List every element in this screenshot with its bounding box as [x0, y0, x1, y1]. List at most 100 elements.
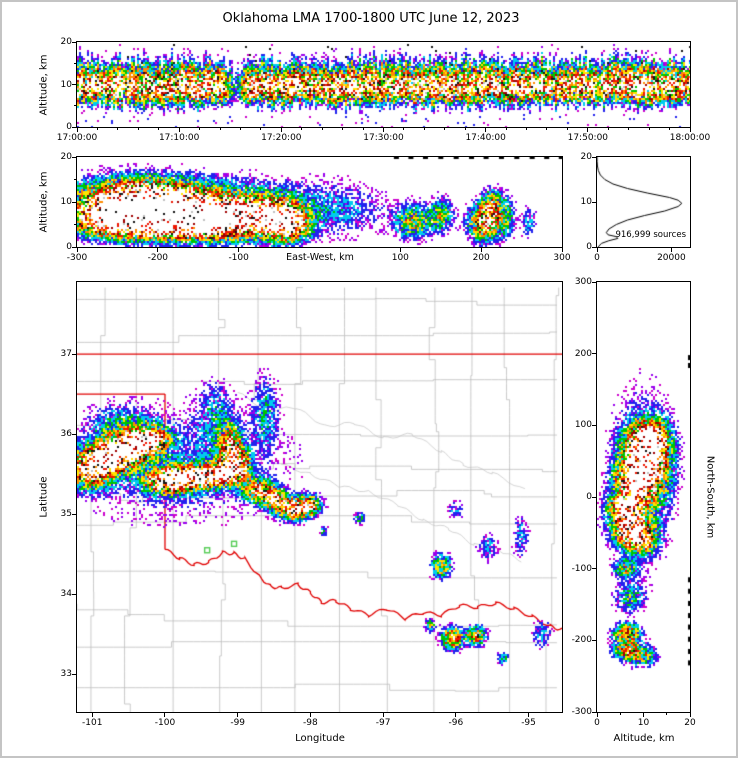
- tick-mark: [72, 246, 76, 248]
- tick-mark: [219, 128, 221, 130]
- tick-mark: [199, 128, 201, 130]
- tick-label: 0: [586, 492, 592, 502]
- tick-label: 20000: [657, 253, 686, 263]
- tick-mark: [592, 424, 596, 426]
- tick-mark: [72, 41, 76, 43]
- tick-mark: [137, 128, 139, 130]
- tick-mark: [643, 713, 644, 717]
- north-south-altitude-canvas: [597, 282, 690, 712]
- tick-label: 0: [594, 253, 600, 263]
- tick-label: 20: [60, 37, 72, 47]
- p4-x-axis-label: Altitude, km: [613, 733, 675, 744]
- tick-mark: [72, 593, 76, 595]
- tick-mark: [505, 128, 507, 130]
- tick-label: 18:00:00: [669, 133, 711, 143]
- tick-mark: [561, 248, 563, 252]
- tick-mark: [74, 179, 76, 180]
- tick-mark: [76, 248, 78, 252]
- tick-mark: [607, 128, 609, 130]
- tick-label: 10: [637, 718, 650, 728]
- tick-label: 20: [580, 152, 592, 162]
- tick-mark: [280, 128, 282, 132]
- tick-mark: [301, 128, 303, 130]
- tick-mark: [117, 128, 119, 130]
- tick-mark: [72, 201, 76, 203]
- tick-label: -300: [66, 253, 88, 263]
- tick-mark: [592, 568, 596, 570]
- tick-label: 33: [60, 669, 72, 680]
- tick-label: 17:40:00: [465, 133, 506, 143]
- tick-label: 17:30:00: [363, 133, 404, 143]
- tick-label: 0: [66, 242, 72, 252]
- tick-mark: [72, 353, 76, 355]
- tick-mark: [592, 711, 596, 713]
- tick-mark: [592, 353, 596, 355]
- tick-mark: [72, 84, 76, 85]
- tick-mark: [592, 246, 596, 248]
- map-x-axis-label: Longitude: [295, 733, 345, 744]
- tick-label: 0: [66, 122, 72, 132]
- tick-label: 200: [472, 253, 490, 263]
- plan-view-map-canvas: [77, 282, 562, 712]
- tick-label: 100: [391, 253, 409, 263]
- tick-label: 35: [60, 509, 72, 520]
- east-west-altitude-canvas: [77, 157, 562, 247]
- tick-mark: [74, 105, 76, 107]
- tick-mark: [382, 713, 384, 717]
- tick-label: 10: [580, 197, 592, 207]
- tick-mark: [383, 128, 384, 132]
- tick-mark: [164, 713, 166, 717]
- tick-label: -200: [147, 253, 169, 263]
- tick-label: -101: [82, 718, 103, 728]
- tick-mark: [592, 281, 596, 283]
- tick-label: -100: [571, 563, 592, 574]
- tick-mark: [566, 128, 568, 130]
- tick-mark: [72, 156, 76, 158]
- tick-mark: [689, 713, 691, 717]
- tick-mark: [403, 128, 405, 130]
- time-height-canvas: [77, 42, 690, 127]
- tick-label: 17:00:00: [56, 133, 98, 143]
- east-west-altitude-panel: [76, 156, 563, 248]
- tick-label: 0: [586, 242, 592, 252]
- tick-mark: [309, 713, 311, 717]
- tick-mark: [592, 639, 596, 641]
- tick-label: 17:10:00: [158, 133, 200, 143]
- time-height-panel: [76, 41, 691, 128]
- tick-mark: [260, 128, 262, 130]
- tick-mark: [399, 248, 401, 252]
- tick-mark: [526, 128, 528, 130]
- tick-mark: [670, 248, 672, 252]
- tick-mark: [72, 126, 76, 128]
- tick-mark: [74, 62, 76, 64]
- source-count-label: 916,999 sources: [615, 230, 686, 240]
- tick-mark: [592, 201, 596, 203]
- tick-mark: [596, 248, 598, 252]
- tick-mark: [178, 128, 180, 132]
- tick-mark: [587, 128, 589, 132]
- tick-mark: [237, 713, 239, 717]
- tick-label: -100: [228, 253, 249, 263]
- tick-mark: [592, 156, 596, 158]
- tick-label: 36: [60, 429, 72, 440]
- tick-label: 300: [574, 277, 592, 287]
- tick-label: 10: [60, 197, 72, 207]
- tick-mark: [72, 513, 76, 515]
- tick-label: 10: [60, 79, 72, 90]
- tick-label: -96: [448, 718, 464, 728]
- tick-mark: [72, 673, 76, 675]
- tick-mark: [72, 433, 76, 435]
- tick-mark: [74, 224, 76, 225]
- figure-title: Oklahoma LMA 1700-1800 UTC June 12, 2023: [222, 11, 520, 26]
- tick-mark: [91, 713, 93, 717]
- tick-mark: [619, 713, 621, 715]
- tick-label: -100: [154, 718, 176, 728]
- tick-mark: [157, 248, 159, 252]
- tick-mark: [455, 713, 457, 717]
- tick-mark: [596, 713, 598, 717]
- tick-mark: [666, 713, 668, 715]
- tick-label: 17:50:00: [567, 133, 609, 143]
- tick-mark: [669, 128, 671, 130]
- tick-mark: [158, 128, 160, 130]
